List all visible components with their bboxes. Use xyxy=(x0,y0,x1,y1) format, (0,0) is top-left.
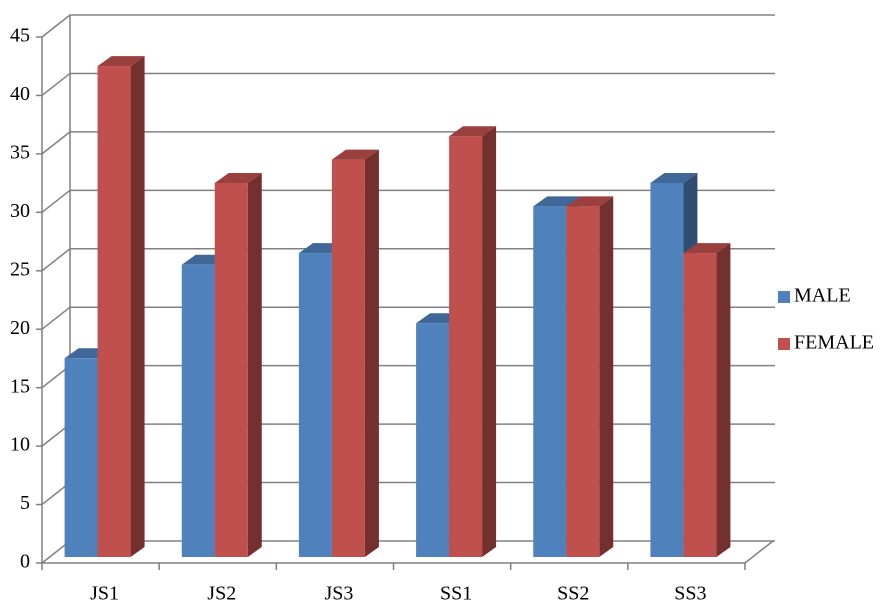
bar xyxy=(64,358,98,557)
bar-side xyxy=(716,243,731,558)
x-tick-label: SS3 xyxy=(674,583,706,605)
bar xyxy=(650,182,684,557)
bar-side xyxy=(130,56,145,558)
bar xyxy=(331,159,365,558)
bar xyxy=(298,253,332,558)
grid-line xyxy=(41,14,775,38)
legend-label: FEMALE xyxy=(794,332,874,354)
bar-top xyxy=(331,149,379,160)
x-tick-label: SS2 xyxy=(557,583,589,605)
legend-label: MALE xyxy=(794,285,851,307)
grid-line xyxy=(41,131,775,155)
bar-side xyxy=(482,126,497,557)
y-tick-label: 40 xyxy=(10,83,30,105)
x-tick-label: JS3 xyxy=(324,583,353,605)
bar xyxy=(533,206,567,558)
bar-side xyxy=(364,149,379,558)
bar-top xyxy=(97,56,145,67)
bar xyxy=(566,206,600,558)
bar xyxy=(449,136,483,557)
bar-top xyxy=(566,196,614,207)
y-tick-label: 30 xyxy=(10,200,30,222)
bar-top xyxy=(650,172,698,183)
bar-side xyxy=(247,172,262,557)
x-tick-label: JS2 xyxy=(207,583,236,605)
floor-edge xyxy=(744,540,774,564)
y-tick-label: 5 xyxy=(20,492,30,514)
y-tick-label: 45 xyxy=(10,25,30,47)
bar-top xyxy=(214,172,262,183)
bar xyxy=(214,182,248,557)
bar-top xyxy=(683,243,731,254)
y-tick-label: 10 xyxy=(10,434,30,456)
bar xyxy=(683,253,717,558)
legend-swatch xyxy=(778,291,790,303)
bar-side xyxy=(599,196,614,558)
y-tick-label: 15 xyxy=(10,375,30,397)
bar xyxy=(97,66,131,558)
bar-top xyxy=(449,126,497,137)
y-tick-label: 0 xyxy=(20,551,30,573)
grid-line xyxy=(41,189,775,213)
bar-top xyxy=(533,196,581,207)
y-tick-label: 35 xyxy=(10,141,30,163)
legend-swatch xyxy=(778,338,790,350)
bar xyxy=(416,323,450,557)
grid-line xyxy=(41,72,775,97)
bar xyxy=(181,264,215,557)
y-tick-label: 20 xyxy=(10,317,30,339)
x-tick-label: SS1 xyxy=(440,583,472,605)
x-tick-label: JS1 xyxy=(90,583,119,605)
y-tick-label: 25 xyxy=(10,258,30,280)
